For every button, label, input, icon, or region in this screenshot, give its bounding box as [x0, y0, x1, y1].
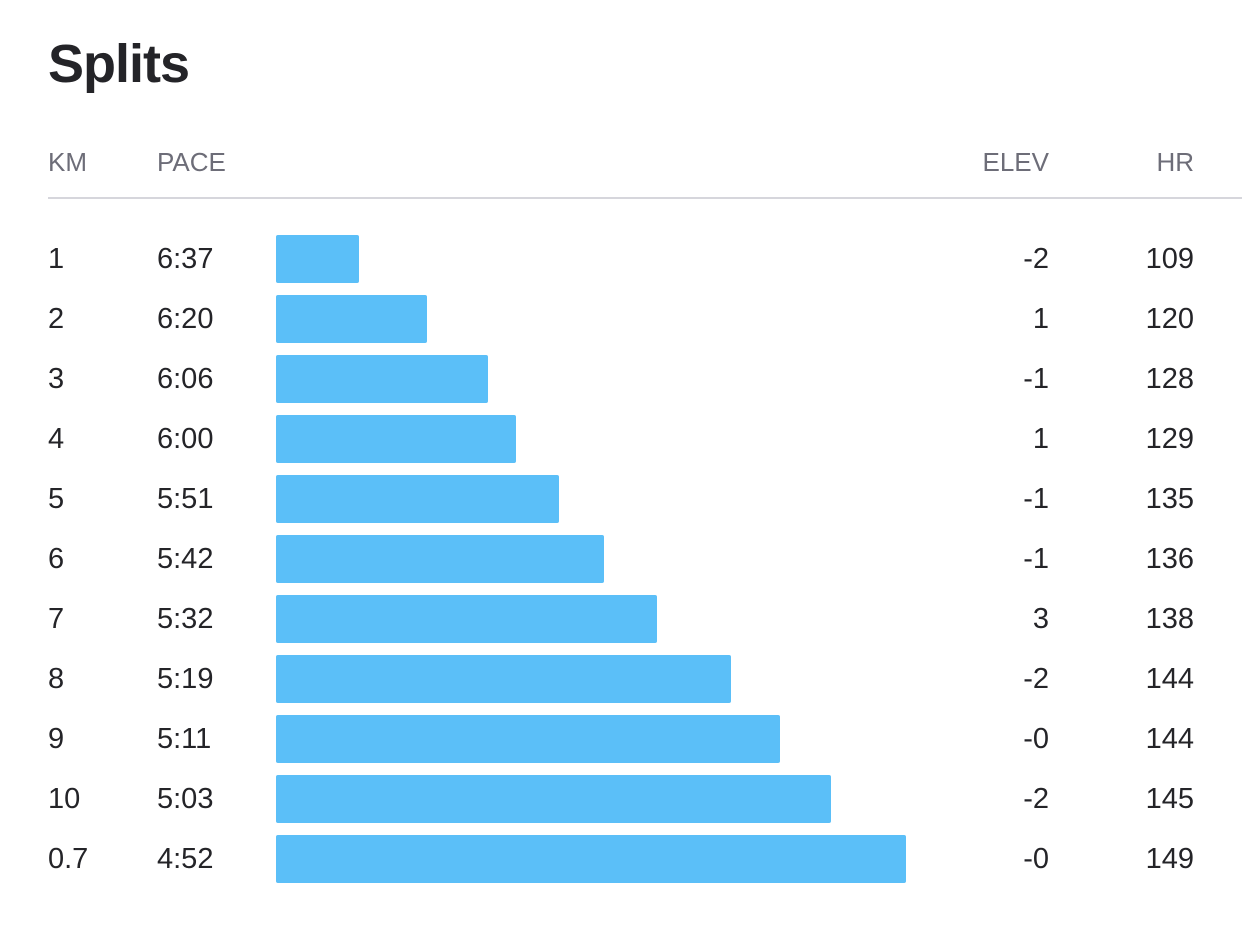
split-km: 8: [48, 663, 65, 695]
split-elev: -0: [1023, 843, 1049, 875]
column-header-pace: PACE: [157, 147, 226, 177]
split-elev: -2: [1023, 663, 1049, 695]
split-elev: -2: [1023, 243, 1049, 275]
pace-bar: [276, 775, 831, 823]
split-elev: -1: [1023, 483, 1049, 515]
split-elev: 1: [1032, 423, 1049, 455]
split-row: 10 5:03 -2 145: [0, 770, 1242, 830]
split-row: 6 5:42 -1 136: [0, 530, 1242, 590]
split-pace: 4:52: [157, 843, 214, 875]
split-hr: 135: [1145, 483, 1194, 515]
split-hr: 145: [1145, 783, 1194, 815]
split-hr: 144: [1145, 723, 1194, 755]
split-row: 9 5:11 -0 144: [0, 710, 1242, 770]
split-km: 6: [48, 543, 65, 575]
pace-bar: [276, 235, 359, 283]
split-hr: 144: [1145, 663, 1194, 695]
pace-bar: [276, 355, 488, 403]
page-title: Splits: [48, 34, 190, 94]
pace-bar: [276, 475, 559, 523]
split-elev: 1: [1032, 303, 1049, 335]
pace-bar: [276, 415, 516, 463]
split-elev: -0: [1023, 723, 1049, 755]
column-header-elev: ELEV: [982, 147, 1050, 177]
pace-bar: [276, 715, 780, 763]
split-pace: 5:51: [157, 483, 214, 515]
split-pace: 6:06: [157, 363, 214, 395]
column-header-hr: HR: [1156, 147, 1194, 177]
split-elev: 3: [1032, 603, 1049, 635]
split-row: 8 5:19 -2 144: [0, 650, 1242, 710]
split-km: 2: [48, 303, 65, 335]
split-row: 5 5:51 -1 135: [0, 470, 1242, 530]
split-elev: -1: [1023, 363, 1049, 395]
split-hr: 128: [1145, 363, 1194, 395]
split-row: 3 6:06 -1 128: [0, 350, 1242, 410]
split-elev: -1: [1023, 543, 1049, 575]
pace-bar: [276, 655, 731, 703]
split-hr: 138: [1145, 603, 1194, 635]
split-hr: 149: [1145, 843, 1194, 875]
split-row: 1 6:37 -2 109: [0, 230, 1242, 290]
split-km: 5: [48, 483, 65, 515]
split-km: 7: [48, 603, 65, 635]
split-km: 9: [48, 723, 65, 755]
split-hr: 109: [1145, 243, 1194, 275]
split-pace: 5:42: [157, 543, 214, 575]
split-elev: -2: [1023, 783, 1049, 815]
split-row: 4 6:00 1 129: [0, 410, 1242, 470]
split-row: 7 5:32 3 138: [0, 590, 1242, 650]
split-pace: 5:03: [157, 783, 214, 815]
split-hr: 136: [1145, 543, 1194, 575]
split-pace: 6:00: [157, 423, 214, 455]
split-pace: 5:19: [157, 663, 214, 695]
split-km: 3: [48, 363, 65, 395]
split-km: 4: [48, 423, 65, 455]
split-hr: 120: [1145, 303, 1194, 335]
split-km: 10: [48, 783, 81, 815]
split-km: 0.7: [48, 843, 89, 875]
split-pace: 6:37: [157, 243, 214, 275]
split-hr: 129: [1145, 423, 1194, 455]
pace-bar: [276, 295, 427, 343]
split-km: 1: [48, 243, 65, 275]
split-pace: 5:11: [157, 723, 212, 755]
column-header-km: KM: [48, 147, 87, 177]
split-pace: 5:32: [157, 603, 214, 635]
splits-table: 1 6:37 -2 109 2 6:20 1 120 3 6:06 -1 128 4 6:00 1 129 5 5…: [0, 230, 1242, 890]
split-row: 0.7 4:52 -0 149: [0, 830, 1242, 890]
header-divider: [48, 197, 1242, 199]
pace-bar: [276, 535, 604, 583]
split-row: 2 6:20 1 120: [0, 290, 1242, 350]
pace-bar: [276, 835, 906, 883]
pace-bar: [276, 595, 657, 643]
split-pace: 6:20: [157, 303, 214, 335]
